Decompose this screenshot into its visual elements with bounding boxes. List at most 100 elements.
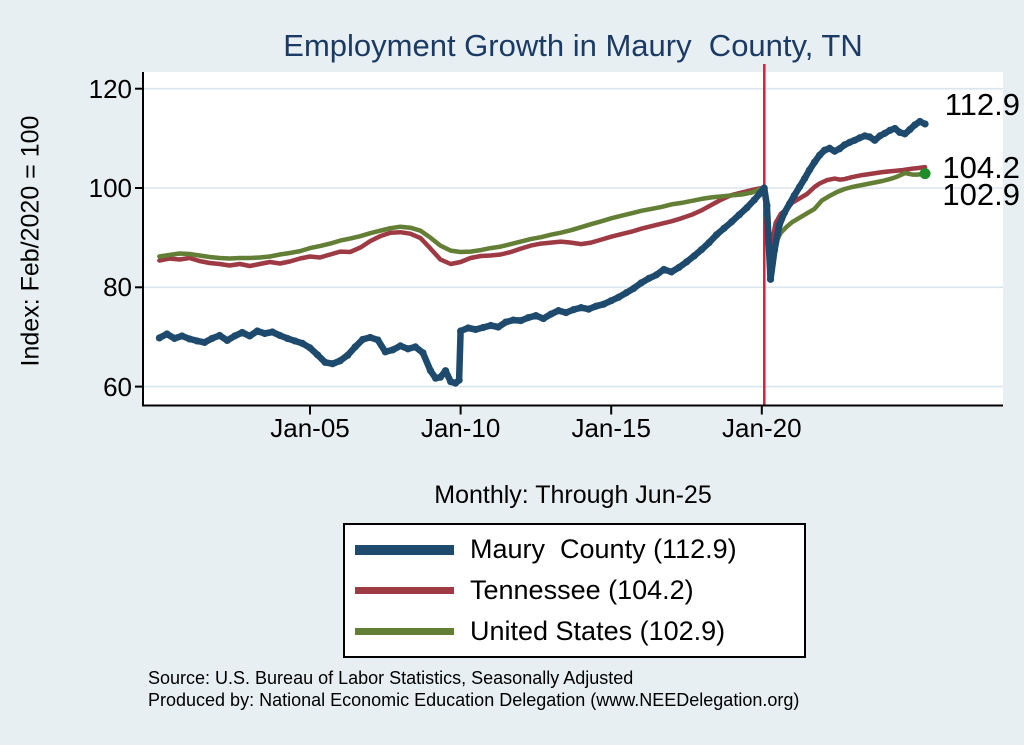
series-marker <box>805 166 813 174</box>
series-marker <box>637 279 645 287</box>
series-marker <box>306 344 314 352</box>
series-marker <box>494 323 502 331</box>
legend-label: United States (102.9) <box>470 616 726 646</box>
series-line-united-states <box>157 170 928 269</box>
series-marker <box>607 297 615 305</box>
series-marker <box>713 231 721 239</box>
series-marker <box>770 246 779 254</box>
series-marker <box>163 330 171 338</box>
series-marker <box>253 327 261 335</box>
series-marker <box>660 265 668 274</box>
series-marker <box>381 348 389 356</box>
x-tick-label: Jan-20 <box>722 413 802 443</box>
legend-item-united-states: United States (102.9) <box>355 616 804 647</box>
series-marker <box>200 338 209 347</box>
series-marker <box>554 307 563 315</box>
series-marker <box>487 321 495 330</box>
series-marker <box>396 342 404 350</box>
series-marker <box>760 184 768 192</box>
series-marker <box>517 316 525 325</box>
series-end-dot <box>919 168 931 180</box>
series-marker <box>622 289 630 297</box>
series-marker <box>569 306 578 314</box>
series-marker <box>735 211 743 219</box>
series-marker <box>238 328 246 337</box>
series-marker <box>891 124 899 133</box>
series-marker <box>472 325 480 334</box>
series-marker <box>743 204 751 212</box>
series-marker <box>404 345 412 353</box>
x-tick-label: Jan-05 <box>270 413 350 443</box>
series-marker <box>682 258 691 266</box>
series-marker <box>208 334 216 343</box>
series-marker <box>911 121 919 129</box>
x-tick-label: Jan-10 <box>420 413 501 443</box>
series-marker <box>800 174 809 183</box>
series-marker <box>532 312 540 320</box>
series-marker <box>246 332 254 340</box>
series-marker <box>667 268 676 276</box>
series-marker <box>705 239 713 247</box>
series-marker <box>464 324 472 332</box>
series-marker <box>411 343 420 351</box>
end-value-label: 102.9 <box>942 176 1020 212</box>
series-marker <box>795 183 804 191</box>
series-line-tennessee <box>157 164 928 269</box>
series-marker <box>509 316 517 324</box>
series-marker <box>790 191 798 200</box>
y-tick-label: 80 <box>103 272 132 303</box>
series-marker <box>457 327 465 335</box>
chart-subtitle: Monthly: Through Jun-25 <box>434 481 712 509</box>
series-marker <box>921 120 929 128</box>
end-value-label: 104.2 <box>942 150 1020 186</box>
end-value-label: 112.9 <box>944 86 1020 122</box>
series-marker <box>276 331 284 340</box>
y-axis-title: Index: Feb/2020 = 100 <box>16 115 45 367</box>
legend-label: Maury County (112.9) <box>470 534 737 564</box>
series-marker <box>835 145 844 153</box>
series-marker <box>577 304 585 312</box>
series-marker <box>785 200 794 208</box>
y-tick-label: 60 <box>103 371 132 402</box>
series-marker <box>630 284 638 292</box>
series-marker <box>328 360 337 368</box>
series-marker <box>426 367 435 375</box>
series-marker <box>871 136 879 144</box>
y-tick-label: 120 <box>88 73 132 104</box>
series-marker <box>185 335 194 343</box>
series-marker <box>810 158 819 166</box>
page-title: Employment Growth in Maury County, TN <box>283 28 863 63</box>
series-marker <box>223 336 231 345</box>
series-marker <box>539 314 548 323</box>
legend-swatch-tennessee <box>355 587 454 594</box>
series-marker <box>436 373 445 381</box>
series-marker <box>562 309 570 317</box>
series-marker <box>728 218 736 226</box>
series-marker <box>645 274 653 282</box>
series-marker <box>313 351 322 359</box>
series-marker <box>283 334 292 343</box>
series-marker <box>321 358 329 366</box>
series-marker <box>231 332 239 340</box>
x-tick-label: Jan-15 <box>571 413 651 443</box>
legend: Maury County (112.9) Tennessee (104.2) U… <box>343 523 806 658</box>
series-marker <box>524 313 532 322</box>
footer-produced-by-line: Produced by: National Economic Education… <box>148 690 800 710</box>
series-marker <box>261 329 269 338</box>
y-tick-label: 100 <box>88 173 132 203</box>
series-marker <box>419 349 427 357</box>
plot-area <box>143 72 1003 406</box>
series-marker <box>675 263 683 272</box>
legend-swatch-united-states <box>355 628 454 635</box>
footer: Source: U.S. Bureau of Labor Statistics,… <box>148 667 968 711</box>
series-marker <box>389 346 397 354</box>
series-marker <box>479 323 487 332</box>
series-marker <box>170 334 179 343</box>
series-marker <box>750 196 758 204</box>
series-marker <box>351 343 359 351</box>
series-marker <box>336 357 344 365</box>
series-marker <box>193 337 201 345</box>
series-marker <box>766 275 775 283</box>
